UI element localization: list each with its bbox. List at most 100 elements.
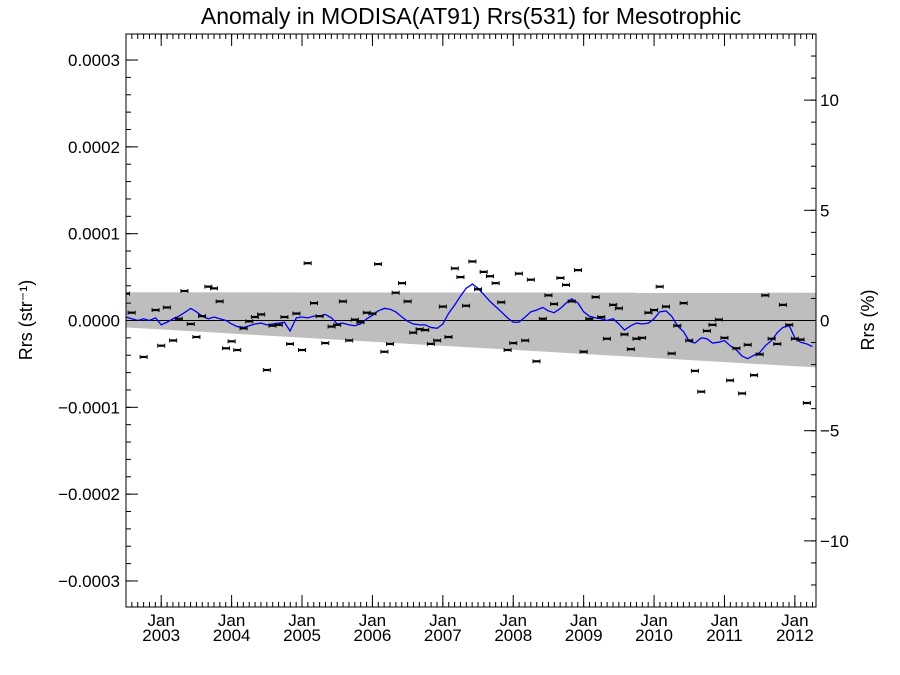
y-tick-label-right: −10 [820, 532, 849, 551]
data-point [714, 317, 723, 322]
data-point [391, 290, 400, 295]
data-point [778, 302, 787, 307]
data-point [162, 305, 171, 310]
data-point [245, 319, 254, 324]
data-point [585, 316, 594, 321]
data-point [227, 339, 236, 344]
x-tick-label-year: 2007 [424, 626, 462, 645]
data-point [468, 259, 477, 264]
data-point [444, 334, 453, 339]
data-point [192, 334, 201, 339]
data-point [579, 349, 588, 354]
data-point [708, 322, 717, 327]
x-tick-label-year: 2005 [283, 626, 321, 645]
data-point [796, 337, 805, 342]
plot-area [126, 259, 816, 405]
data-point [644, 310, 653, 315]
plot-layer [126, 259, 816, 405]
y-tick-label-left: 0.0002 [68, 138, 120, 157]
y-tick-label-left: −0.0003 [58, 572, 120, 591]
data-point [720, 335, 729, 340]
x-tick-label-year: 2009 [565, 626, 603, 645]
data-point [655, 284, 664, 289]
data-point [732, 346, 741, 351]
x-tick-label-month: Jan [429, 611, 456, 630]
chart-title: Anomaly in MODISA(AT91) Rrs(531) for Mes… [201, 3, 741, 29]
data-point [602, 336, 611, 341]
axes-layer: 0.0003 0.0002 0.0001 0.0000 −0.0001 −0.0002 −0… [58, 33, 849, 645]
data-point [356, 320, 365, 325]
data-point [491, 281, 500, 286]
data-point [521, 338, 530, 343]
y-tick-label-left: −0.0002 [58, 485, 120, 504]
x-tick-label-month: Jan [147, 611, 174, 630]
data-point [438, 304, 447, 309]
data-point [309, 301, 318, 306]
data-point [292, 311, 301, 316]
data-point [169, 338, 178, 343]
data-point [233, 348, 242, 353]
data-point [514, 271, 523, 276]
x-tick-label-month: Jan [640, 611, 667, 630]
data-point [532, 359, 541, 364]
y-tick-label-right: −5 [820, 422, 839, 441]
data-point [210, 286, 219, 291]
data-point [333, 322, 342, 327]
data-point [738, 391, 747, 396]
data-point [157, 343, 166, 348]
data-point [421, 328, 430, 333]
data-point [403, 299, 412, 304]
data-point [262, 367, 271, 372]
data-point [526, 277, 535, 282]
data-point [380, 349, 389, 354]
data-point [174, 316, 183, 321]
data-point [479, 269, 488, 274]
x-tick-label-month: Jan [570, 611, 597, 630]
y-tick-label-right: 10 [820, 91, 839, 110]
data-point [126, 291, 130, 296]
data-point [221, 346, 230, 351]
y-tick-label-right: 0 [820, 312, 829, 331]
data-point [374, 262, 383, 267]
data-point [345, 338, 354, 343]
data-point [321, 341, 330, 346]
x-tick-label-month: Jan [359, 611, 386, 630]
data-point [755, 352, 764, 357]
x-tick-label-year: 2006 [354, 626, 392, 645]
data-point [239, 326, 248, 331]
data-point [151, 308, 160, 313]
y-tick-label-left: 0.0000 [68, 312, 120, 331]
data-point [638, 335, 647, 340]
data-point [433, 338, 442, 343]
data-point [690, 368, 699, 373]
y-tick-label-left: 0.0001 [68, 225, 120, 244]
data-point [750, 373, 759, 378]
data-point [685, 338, 694, 343]
x-tick-label-month: Jan [781, 611, 808, 630]
data-point [679, 301, 688, 306]
data-point [673, 323, 682, 328]
data-point [315, 314, 324, 319]
data-point [609, 302, 618, 307]
x-tick-label-month: Jan [711, 611, 738, 630]
data-point [503, 348, 512, 353]
data-point [802, 400, 811, 405]
data-point [620, 332, 629, 337]
data-point [186, 321, 195, 326]
data-point [450, 266, 459, 271]
y-tick-label-left: 0.0003 [68, 51, 120, 70]
data-point [198, 314, 207, 319]
y-tick-label-right: 5 [820, 201, 829, 220]
data-point [538, 316, 547, 321]
data-point [497, 300, 506, 305]
data-point [743, 342, 752, 347]
data-point [591, 295, 600, 300]
data-point [456, 275, 465, 280]
data-point [562, 282, 571, 287]
data-point [662, 304, 671, 309]
x-tick-label-year: 2008 [494, 626, 532, 645]
data-point [257, 312, 266, 317]
data-point [462, 303, 471, 308]
data-point [761, 293, 770, 298]
